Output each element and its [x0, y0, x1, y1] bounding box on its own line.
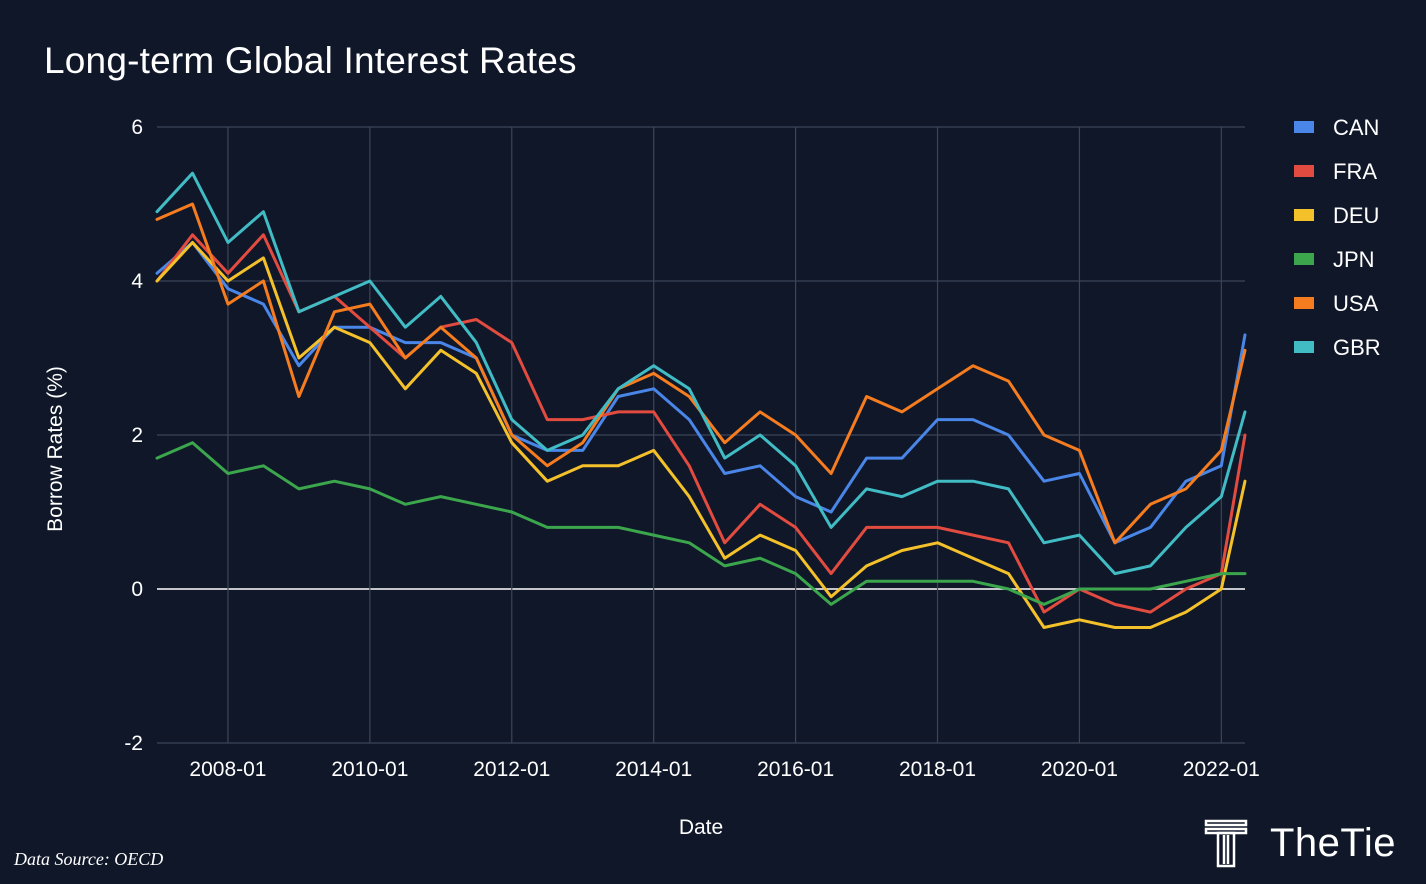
y-tick-label: 6	[131, 116, 143, 139]
brand-name: TheTie	[1270, 820, 1397, 865]
x-tick-label: 2014-01	[615, 758, 692, 781]
x-tick-label: 2012-01	[473, 758, 550, 781]
legend-swatch-jpn	[1294, 253, 1314, 265]
x-tick-label: 2008-01	[189, 758, 266, 781]
legend-label-jpn: JPN	[1333, 247, 1375, 272]
x-tick-label: 2020-01	[1041, 758, 1118, 781]
series-line-fra	[155, 233, 1247, 614]
x-tick-label: 2010-01	[331, 758, 408, 781]
legend-label-fra: FRA	[1333, 159, 1377, 184]
legend-swatch-usa	[1294, 297, 1314, 309]
y-tick-label: 0	[131, 578, 143, 601]
series-line-gbr	[155, 171, 1247, 576]
x-axis-title: Date	[679, 816, 723, 839]
x-axis-ticks: 2008-01 2010-01 2012-01 2014-01 2016-01 2018-…	[189, 758, 1259, 781]
series-line-jpn	[155, 441, 1247, 606]
y-tick-label: 2	[131, 424, 143, 447]
legend-swatch-can	[1294, 121, 1314, 133]
legend-label-usa: USA	[1333, 291, 1379, 316]
series-line-deu	[155, 241, 1247, 629]
legend-swatch-gbr	[1294, 341, 1314, 353]
legend-swatch-deu	[1294, 209, 1314, 221]
y-axis-ticks: -2 0 2 4 6	[124, 116, 143, 755]
series-lines	[155, 171, 1247, 629]
x-tick-label: 2016-01	[757, 758, 834, 781]
series-line-can	[155, 241, 1247, 545]
legend-label-deu: DEU	[1333, 203, 1379, 228]
data-source-note: Data Source: OECD	[14, 849, 164, 869]
legend-label-gbr: GBR	[1333, 335, 1381, 360]
series-line-usa	[155, 202, 1247, 545]
thetie-logo-icon	[1204, 819, 1248, 868]
legend-swatch-fra	[1294, 165, 1314, 177]
y-tick-label: -2	[124, 732, 143, 755]
y-tick-label: 4	[131, 270, 143, 293]
y-axis-title: Borrow Rates (%)	[44, 366, 67, 532]
x-tick-label: 2018-01	[899, 758, 976, 781]
brand-logo: TheTie	[1204, 818, 1396, 868]
x-tick-label: 2022-01	[1183, 758, 1260, 781]
legend-label-can: CAN	[1333, 115, 1379, 140]
legend: CAN FRA DEU JPN USA GBR	[1294, 115, 1381, 360]
chart-title: Long-term Global Interest Rates	[44, 40, 577, 81]
